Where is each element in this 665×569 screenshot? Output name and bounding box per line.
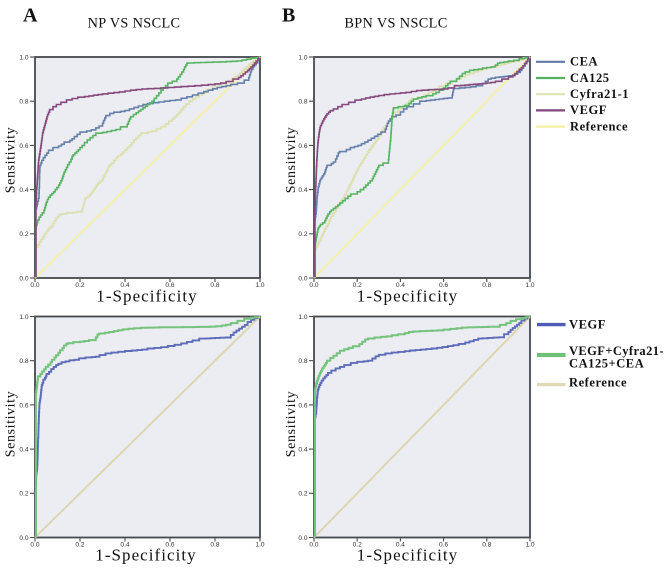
svg-text:0.4: 0.4 bbox=[120, 542, 129, 549]
svg-text:1.0: 1.0 bbox=[255, 282, 264, 289]
svg-text:1-Specificity: 1-Specificity bbox=[96, 287, 197, 306]
svg-text:1.0: 1.0 bbox=[19, 314, 28, 321]
svg-text:Reference: Reference bbox=[569, 376, 627, 390]
svg-text:B: B bbox=[282, 5, 295, 27]
svg-text:0.6: 0.6 bbox=[298, 143, 307, 150]
svg-text:0.8: 0.8 bbox=[482, 282, 491, 289]
svg-text:0.4: 0.4 bbox=[396, 282, 405, 289]
svg-text:CEA: CEA bbox=[570, 55, 598, 69]
svg-text:A: A bbox=[23, 5, 38, 27]
svg-text:0.8: 0.8 bbox=[210, 282, 219, 289]
svg-text:0.0: 0.0 bbox=[30, 282, 39, 289]
svg-text:0.0: 0.0 bbox=[309, 542, 318, 549]
svg-text:0.2: 0.2 bbox=[75, 282, 84, 289]
svg-text:0.2: 0.2 bbox=[298, 231, 307, 238]
svg-text:1.0: 1.0 bbox=[525, 542, 534, 549]
svg-text:0.6: 0.6 bbox=[439, 542, 448, 549]
svg-text:0.8: 0.8 bbox=[482, 542, 491, 549]
svg-text:CA125: CA125 bbox=[570, 71, 610, 85]
svg-text:0.4: 0.4 bbox=[298, 187, 307, 194]
svg-text:Sensitivity: Sensitivity bbox=[284, 391, 299, 458]
svg-text:1.0: 1.0 bbox=[525, 282, 534, 289]
svg-text:0.2: 0.2 bbox=[353, 542, 362, 549]
svg-text:1-Specificity: 1-Specificity bbox=[357, 287, 458, 306]
svg-text:0.8: 0.8 bbox=[298, 99, 307, 106]
svg-text:0.6: 0.6 bbox=[19, 143, 28, 150]
svg-text:Cyfra21-1: Cyfra21-1 bbox=[570, 87, 629, 101]
svg-text:0.4: 0.4 bbox=[298, 447, 307, 454]
svg-text:0.6: 0.6 bbox=[439, 282, 448, 289]
svg-text:0.8: 0.8 bbox=[298, 358, 307, 365]
svg-text:0.6: 0.6 bbox=[298, 402, 307, 409]
svg-text:NP VS NSCLC: NP VS NSCLC bbox=[88, 16, 181, 32]
svg-text:0.4: 0.4 bbox=[396, 542, 405, 549]
svg-text:1.0: 1.0 bbox=[298, 314, 307, 321]
svg-text:0.2: 0.2 bbox=[19, 491, 28, 498]
svg-text:Sensitivity: Sensitivity bbox=[284, 127, 299, 194]
svg-text:1-Specificity: 1-Specificity bbox=[95, 546, 196, 565]
svg-text:VEGF: VEGF bbox=[570, 103, 607, 117]
svg-text:0.0: 0.0 bbox=[309, 282, 318, 289]
svg-text:0.0: 0.0 bbox=[298, 535, 307, 542]
svg-text:0.6: 0.6 bbox=[19, 402, 28, 409]
svg-text:0.8: 0.8 bbox=[210, 542, 219, 549]
svg-text:0.2: 0.2 bbox=[19, 231, 28, 238]
svg-text:0.4: 0.4 bbox=[19, 447, 28, 454]
svg-text:1.0: 1.0 bbox=[255, 542, 264, 549]
svg-text:0.4: 0.4 bbox=[120, 282, 129, 289]
svg-text:1.0: 1.0 bbox=[298, 54, 307, 61]
svg-text:0.2: 0.2 bbox=[353, 282, 362, 289]
svg-text:0.6: 0.6 bbox=[165, 542, 174, 549]
svg-text:Reference: Reference bbox=[570, 119, 628, 133]
svg-text:BPN VS NSCLC: BPN VS NSCLC bbox=[344, 16, 447, 32]
svg-text:VEGF: VEGF bbox=[569, 317, 606, 331]
svg-text:0.8: 0.8 bbox=[19, 99, 28, 106]
svg-text:Sensitivity: Sensitivity bbox=[4, 391, 19, 458]
svg-text:CA125+CEA: CA125+CEA bbox=[569, 356, 644, 370]
svg-text:0.0: 0.0 bbox=[298, 275, 307, 282]
svg-text:0.2: 0.2 bbox=[75, 542, 84, 549]
svg-text:0.6: 0.6 bbox=[165, 282, 174, 289]
svg-text:0.0: 0.0 bbox=[19, 275, 28, 282]
svg-text:Sensitivity: Sensitivity bbox=[4, 127, 19, 194]
svg-text:0.4: 0.4 bbox=[19, 187, 28, 194]
svg-text:1-Specificity: 1-Specificity bbox=[357, 546, 458, 565]
svg-text:0.0: 0.0 bbox=[19, 535, 28, 542]
svg-text:0.2: 0.2 bbox=[298, 491, 307, 498]
svg-text:0.8: 0.8 bbox=[19, 358, 28, 365]
svg-text:VEGF+Cyfra21-1+: VEGF+Cyfra21-1+ bbox=[569, 344, 665, 358]
svg-text:1.0: 1.0 bbox=[19, 54, 28, 61]
svg-text:0.0: 0.0 bbox=[30, 542, 39, 549]
